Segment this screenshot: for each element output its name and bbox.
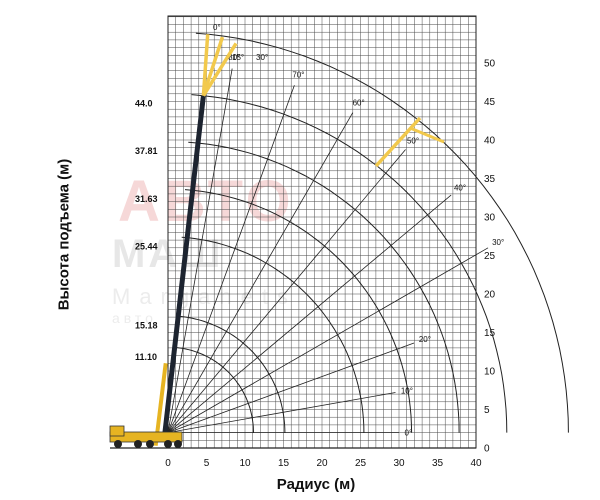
truck-wheel xyxy=(146,440,154,448)
boom-length-arc xyxy=(181,236,365,433)
boom-length-label: 15.18 xyxy=(135,320,158,330)
truck-wheel xyxy=(134,440,142,448)
angle-ray xyxy=(167,194,452,433)
jib-offset-label-15: 15° xyxy=(232,53,244,62)
jib-0 xyxy=(201,34,210,96)
angle-label: 40° xyxy=(454,184,466,193)
boom-length-arc xyxy=(191,94,508,433)
x-tick-label: 0 xyxy=(165,458,171,469)
jib-offset-label-30: 30° xyxy=(256,53,268,62)
y-tick-label: 15 xyxy=(484,328,496,339)
angle-ray xyxy=(167,392,396,433)
angle-ray xyxy=(167,112,354,433)
y-tick-label: 0 xyxy=(484,444,490,455)
boom-length-label: 44.0 xyxy=(135,99,153,109)
angle-label: 20° xyxy=(419,335,431,344)
angle-label: 50° xyxy=(407,137,419,146)
x-tick-label: 35 xyxy=(432,458,444,469)
x-tick-label: 10 xyxy=(239,458,251,469)
boom-length-label: 25.44 xyxy=(135,241,158,251)
jib-lowered xyxy=(374,116,422,168)
angle-ray xyxy=(167,342,415,433)
jib-15 xyxy=(201,36,225,97)
angle-label: 30° xyxy=(492,238,504,247)
y-tick-label: 45 xyxy=(484,97,496,108)
angle-ray xyxy=(167,149,406,433)
x-tick-label: 25 xyxy=(355,458,367,469)
angle-label: 0° xyxy=(405,429,413,438)
y-tick-label: 35 xyxy=(484,174,496,185)
x-tick-label: 20 xyxy=(316,458,328,469)
y-tick-label: 25 xyxy=(484,251,496,262)
y-tick-label: 5 xyxy=(484,405,490,416)
boom-length-arc xyxy=(188,141,460,433)
jib-offset-label-0: 0° xyxy=(213,23,221,32)
boom-length-label: 31.63 xyxy=(135,194,158,204)
angle-label: 80° xyxy=(228,53,240,62)
jib-lowered-tip xyxy=(409,126,445,144)
angle-label: 70° xyxy=(292,70,304,79)
y-tick-label: 40 xyxy=(484,136,496,147)
y-tick-label: 50 xyxy=(484,59,496,70)
boom-length-arc xyxy=(176,315,286,433)
x-tick-label: 40 xyxy=(470,458,482,469)
angle-ray xyxy=(167,68,233,433)
crane-boom xyxy=(162,95,206,433)
truck-body xyxy=(109,431,183,443)
jib-30 xyxy=(201,42,238,97)
truck-wheel xyxy=(164,440,172,448)
y-tick-label: 20 xyxy=(484,290,496,301)
angle-label: 60° xyxy=(353,99,365,108)
boom-length-arc xyxy=(184,189,413,433)
truck-wheel xyxy=(174,440,182,448)
angle-ray xyxy=(167,85,295,433)
x-axis-label: Радиус (м) xyxy=(276,476,356,493)
y-tick-label: 10 xyxy=(484,367,496,378)
truck-wheel xyxy=(114,440,122,448)
angle-ray xyxy=(167,247,489,433)
x-tick-label: 30 xyxy=(393,458,405,469)
angle-label: 10° xyxy=(401,386,413,395)
boom-length-label: 37.81 xyxy=(135,146,158,156)
boom-length-arc xyxy=(173,346,254,433)
truck-cab xyxy=(109,425,125,437)
x-tick-label: 15 xyxy=(278,458,290,469)
y-axis-label: Высота подъема (м) xyxy=(55,158,73,311)
boom-length-arc xyxy=(195,32,569,433)
y-tick-label: 30 xyxy=(484,213,496,224)
x-tick-label: 5 xyxy=(204,458,210,469)
boom-length-label: 11.10 xyxy=(135,352,157,362)
